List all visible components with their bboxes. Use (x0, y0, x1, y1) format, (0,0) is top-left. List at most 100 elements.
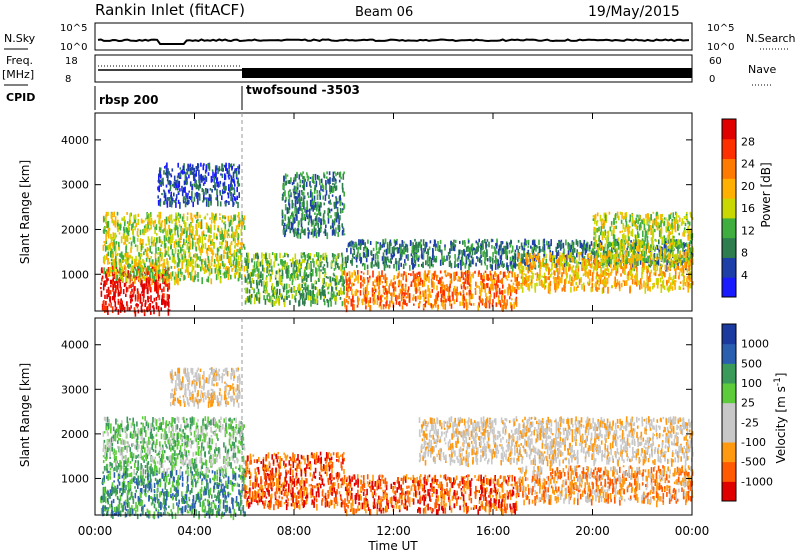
scatter-cell (309, 296, 312, 301)
scatter-cell (381, 244, 384, 248)
scatter-cell (132, 222, 135, 225)
scatter-cell (430, 260, 433, 267)
scatter-cell (311, 228, 314, 235)
scatter-cell (168, 224, 170, 230)
scatter-cell (208, 269, 211, 276)
scatter-cell (224, 221, 226, 224)
scatter-cell (236, 226, 238, 229)
scatter-cell (501, 294, 504, 299)
scatter-cell (327, 217, 330, 224)
scatter-cell (173, 241, 176, 248)
scatter-cell (538, 239, 540, 246)
scatter-cell (265, 260, 268, 264)
scatter-cell (224, 202, 227, 207)
scatter-cell (288, 203, 291, 210)
scatter-cell (333, 294, 335, 297)
scatter-cell (506, 255, 508, 261)
scatter-cell (307, 192, 309, 196)
scatter-cell (446, 286, 449, 292)
scatter-cell (434, 258, 436, 262)
scatter-cell (315, 222, 317, 226)
scatter-cell (176, 225, 178, 229)
scatter-cell (134, 244, 137, 247)
scatter-cell (206, 197, 208, 200)
scatter-cell (497, 263, 499, 270)
scatter-cell (150, 261, 153, 267)
scatter-cell (142, 239, 144, 246)
scatter-cell (351, 288, 353, 295)
scatter-cell (465, 298, 467, 303)
scatter-cell (465, 270, 467, 277)
scatter-cell (308, 229, 310, 235)
scatter-cell (273, 295, 276, 299)
scatter-cell (107, 211, 109, 216)
freq-label: Freq. (6, 54, 33, 67)
scatter-cell (346, 248, 348, 253)
scatter-cell (207, 268, 210, 272)
scatter-cell (325, 281, 327, 287)
scatter-cell (221, 173, 224, 178)
scatter-cell (303, 228, 306, 235)
scatter-cell (179, 240, 182, 244)
scatter-cell (154, 229, 156, 234)
scatter-cell (345, 299, 348, 303)
scatter-cell (427, 270, 430, 276)
scatter-cell (543, 250, 546, 255)
scatter-cell (167, 266, 170, 271)
scatter-cell (461, 301, 464, 306)
scatter-cell (358, 297, 360, 302)
scatter-cell (110, 237, 113, 244)
scatter-cell (136, 305, 139, 309)
scatter-cell (292, 257, 294, 265)
scatter-cell (133, 271, 135, 278)
scatter-cell (301, 185, 304, 188)
scatter-cell (323, 174, 326, 179)
scatter-cell (186, 227, 189, 232)
scatter-cell (610, 268, 613, 274)
scatter-cell (313, 294, 316, 298)
scatter-cell (144, 217, 147, 221)
scatter-cell (186, 212, 189, 215)
scatter-cell (467, 273, 469, 279)
scatter-cell (456, 257, 459, 262)
scatter-cell (124, 273, 126, 276)
scatter-cell (197, 222, 200, 228)
scatter-cell (131, 260, 133, 265)
scatter-cell (412, 250, 415, 253)
scatter-cell (414, 273, 416, 280)
scatter-cell (401, 249, 403, 254)
scatter-cell (464, 271, 466, 275)
scatter-cell (115, 268, 117, 273)
scatter-cell (347, 300, 349, 305)
scatter-cell (174, 231, 176, 235)
scatter-cell (282, 229, 285, 235)
scatter-cell (107, 258, 109, 262)
scatter-cell (101, 267, 103, 273)
scatter-cell (397, 272, 400, 279)
scatter-cell (412, 294, 415, 301)
scatter-cell (486, 258, 489, 262)
scatter-cell (326, 232, 329, 240)
scatter-cell (206, 247, 209, 251)
scatter-cell (686, 280, 689, 288)
scatter-cell (392, 282, 394, 289)
scatter-cell (545, 258, 548, 264)
scatter-cell (198, 265, 200, 268)
scatter-cell (680, 243, 682, 248)
scatter-cell (139, 229, 142, 236)
scatter-cell (478, 303, 480, 307)
scatter-cell (525, 240, 528, 245)
scatter-cell (421, 283, 424, 288)
scatter-cell (566, 273, 568, 278)
scatter-cell (453, 246, 456, 252)
scatter-cell (621, 249, 623, 252)
scatter-cell (268, 253, 271, 259)
scatter-cell (341, 291, 344, 295)
scatter-cell (175, 220, 177, 223)
scatter-cell (284, 254, 286, 258)
scatter-cell (141, 276, 144, 279)
scatter-cell (134, 298, 137, 302)
scatter-cell (118, 258, 121, 265)
scatter-cell (589, 269, 592, 276)
scatter-cell (318, 217, 320, 223)
